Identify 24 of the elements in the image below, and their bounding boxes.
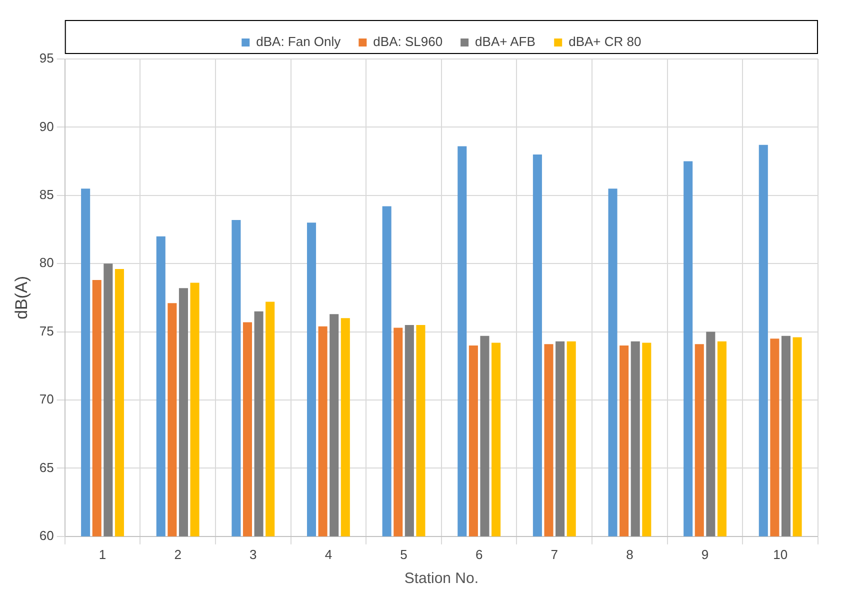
x-tick-label: 4 [324,546,332,562]
x-tick-label: 8 [626,546,634,562]
x-tick-label: 7 [550,546,558,562]
x-tick-label: 2 [174,546,182,562]
y-axis-title: dB(A) [12,276,31,320]
y-tick-label: 90 [39,118,54,134]
y-tick-label: 65 [39,460,54,475]
x-axis-title: Station No. [404,570,479,588]
x-tick-label: 1 [98,546,106,562]
y-tick-label: 95 [39,50,54,66]
x-tick-label: 5 [400,546,408,562]
x-tick-label: 10 [773,546,788,562]
legend-label: dBA: Fan Only [256,34,342,50]
x-tick-label: 3 [250,546,257,562]
y-tick-label: 85 [39,186,54,202]
x-tick-label: 9 [701,546,709,562]
y-tick-label: 80 [39,255,54,270]
y-tick-label: 70 [39,392,54,407]
legend-label: dBA: SL960 [373,34,443,50]
legend-label: dBA+ AFB [475,34,536,50]
legend-label: dBA+ CR 80 [568,34,642,50]
x-tick-label: 6 [475,546,483,562]
y-tick-label: 60 [39,528,54,543]
y-tick-label: 75 [39,323,54,338]
